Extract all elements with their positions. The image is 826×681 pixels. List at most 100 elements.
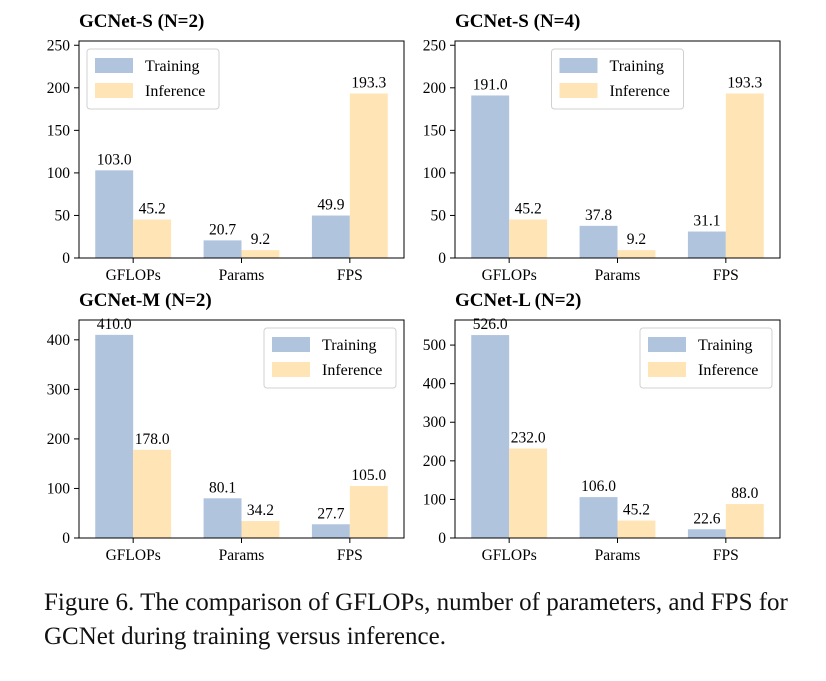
legend-label-inference: Inference (610, 83, 670, 100)
y-tick-label: 100 (423, 491, 447, 508)
data-label: 37.8 (585, 207, 612, 224)
data-label: 88.0 (731, 485, 758, 502)
legend: Training Inference (86, 48, 220, 110)
legend-label-training: Training (145, 58, 200, 75)
y-tick-label: 0 (62, 250, 70, 267)
data-label: 178.0 (135, 431, 170, 448)
y-tick-label: 400 (47, 332, 71, 349)
y-tick-label: 200 (423, 453, 447, 470)
legend-label-inference: Inference (322, 362, 382, 379)
data-label: 9.2 (627, 231, 646, 248)
legend-swatch-inference (648, 362, 686, 377)
bar-training-params (579, 225, 618, 258)
x-tick-label: GFLOPs (106, 267, 161, 284)
bar-training-gflops (471, 335, 510, 538)
data-label: 45.2 (515, 201, 542, 218)
chart-title: GCNet-S (N=2) (79, 11, 204, 32)
bar-training-fps (687, 231, 726, 258)
y-tick-label: 500 (423, 337, 447, 354)
plot-frame (78, 40, 405, 259)
x-tick-label: GFLOPs (482, 267, 537, 284)
data-label: 22.6 (693, 510, 720, 527)
bar-training-fps (311, 524, 350, 538)
data-label: 27.7 (317, 505, 344, 522)
plot-frame (454, 40, 781, 259)
bar-training-params (579, 497, 618, 538)
data-label: 193.3 (727, 75, 762, 92)
plot-frame (78, 319, 405, 539)
bar-inference-params (241, 250, 280, 258)
y-tick-label: 100 (423, 165, 447, 182)
chart-title: GCNet-L (N=2) (455, 290, 581, 311)
y-tick-label: 150 (423, 122, 447, 139)
y-tick-label: 400 (423, 376, 447, 393)
bar-inference-params (617, 520, 656, 538)
x-tick-label: FPS (337, 267, 363, 284)
x-tick-label: GFLOPs (482, 547, 537, 564)
bar-inference-fps (725, 504, 764, 538)
y-tick-label: 200 (47, 80, 71, 97)
x-tick-label: FPS (337, 547, 363, 564)
bar-training-params (203, 498, 242, 538)
bar-inference-fps (349, 485, 388, 538)
bar-inference-gflops (509, 448, 548, 538)
data-label: 9.2 (251, 231, 270, 248)
bar-training-gflops (471, 95, 510, 259)
x-tick-label: FPS (713, 547, 739, 564)
y-tick-label: 250 (423, 37, 447, 54)
data-label: 45.2 (139, 201, 166, 218)
chart-panel-3: GCNet-M (N=2) 410.0 178.0 GFLOPs 80.1 34.2 Par… (47, 290, 405, 564)
plot-frame (454, 319, 781, 539)
x-tick-label: Params (219, 547, 265, 564)
chart-title: GCNet-M (N=2) (79, 290, 212, 311)
bar-inference-fps (725, 93, 764, 258)
data-label: 34.2 (247, 502, 274, 519)
y-tick-label: 0 (438, 250, 446, 267)
y-tick-label: 100 (47, 480, 71, 497)
legend-label-training: Training (322, 337, 377, 354)
chart-panel-4: GCNet-L (N=2) 526.0 232.0 GFLOPs 106.0 45.2 Pa… (423, 290, 781, 564)
legend-swatch-training (559, 58, 598, 73)
data-label: 193.3 (351, 75, 386, 92)
x-tick-label: GFLOPs (106, 547, 161, 564)
y-tick-label: 200 (423, 80, 447, 97)
data-label: 49.9 (317, 197, 344, 214)
y-tick-label: 50 (55, 207, 71, 224)
legend-swatch-inference (95, 83, 133, 98)
y-tick-label: 50 (431, 207, 447, 224)
bar-inference-gflops (133, 449, 172, 538)
figure-charts: GCNet-S (N=2) 103.0 45.2 GFLOPs 20.7 9.2 Param… (47, 11, 781, 564)
bar-training-fps (311, 215, 350, 258)
bar-inference-params (241, 521, 280, 538)
bar-training-params (203, 240, 242, 258)
y-tick-label: 0 (438, 530, 446, 547)
y-tick-label: 300 (47, 381, 71, 398)
bar-inference-params (617, 250, 656, 258)
legend-swatch-training (272, 337, 310, 352)
chart-panel-2: GCNet-S (N=4) 191.0 45.2 GFLOPs 37.8 9.2 Param… (423, 11, 781, 284)
data-label: 20.7 (209, 221, 236, 238)
legend-label-training: Training (610, 58, 665, 75)
x-tick-label: Params (595, 267, 641, 284)
bar-inference-fps (349, 93, 388, 258)
data-label: 31.1 (693, 213, 720, 230)
legend-label-inference: Inference (698, 362, 758, 379)
x-tick-label: FPS (713, 267, 739, 284)
legend-swatch-inference (272, 362, 310, 377)
legend-swatch-inference (559, 83, 598, 98)
y-tick-label: 100 (47, 165, 71, 182)
chart-panel-1: GCNet-S (N=2) 103.0 45.2 GFLOPs 20.7 9.2 Param… (47, 11, 405, 284)
data-label: 45.2 (623, 502, 650, 519)
y-tick-label: 150 (47, 122, 71, 139)
bar-training-gflops (95, 170, 134, 258)
data-label: 526.0 (473, 316, 508, 333)
y-tick-label: 300 (423, 414, 447, 431)
figure-caption: Figure 6. The comparison of GFLOPs, numb… (44, 589, 788, 650)
data-label: 105.0 (351, 467, 386, 484)
legend-swatch-training (648, 337, 686, 352)
legend-label-training: Training (698, 337, 753, 354)
data-label: 106.0 (581, 478, 616, 495)
legend: Training Inference (263, 327, 397, 389)
data-label: 191.0 (473, 76, 508, 93)
y-tick-label: 0 (62, 530, 70, 547)
